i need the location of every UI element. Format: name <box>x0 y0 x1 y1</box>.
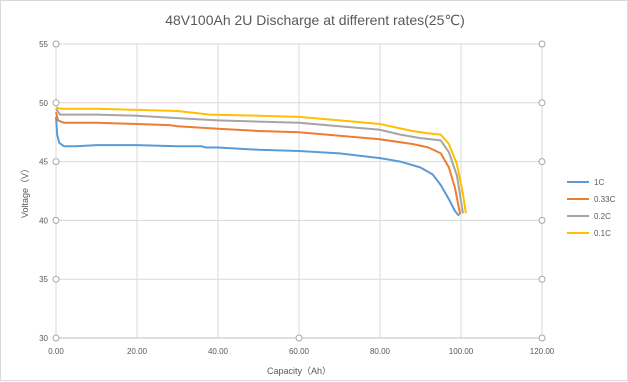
resize-handle <box>52 334 60 342</box>
chart-title: 48V100Ah 2U Discharge at different rates… <box>165 12 465 28</box>
y-tick-label: 35 <box>39 275 48 284</box>
y-tick-label: 45 <box>39 158 48 167</box>
x-tick-label: 120.00 <box>530 347 555 356</box>
resize-handle <box>52 275 60 283</box>
x-axis-label: Capacity（Ah） <box>267 366 331 376</box>
resize-handle <box>538 99 546 107</box>
resize-handle <box>295 334 303 342</box>
series-lines <box>55 106 467 217</box>
tick-labels: 30 35 40 45 50 55 0.00 20.00 40.00 60.00 80.00 100.… <box>39 40 555 356</box>
x-tick-label: 40.00 <box>208 347 229 356</box>
series-line-1C <box>55 116 460 217</box>
y-axis-label: Voltage（V） <box>20 164 30 218</box>
resize-handle <box>538 275 546 283</box>
series-line-0_2C <box>55 108 464 214</box>
x-tick-label: 60.00 <box>289 347 310 356</box>
resize-handle <box>538 334 546 342</box>
resize-handle <box>52 40 60 48</box>
selection-handles <box>52 40 546 342</box>
legend-label: 0.2C <box>594 212 611 221</box>
x-tick-label: 100.00 <box>449 347 474 356</box>
resize-handle <box>52 158 60 166</box>
x-tick-label: 80.00 <box>370 347 391 356</box>
series-line-0_1C <box>55 106 467 214</box>
legend: 1C 0.33C 0.2C 0.1C <box>567 178 616 238</box>
legend-label: 0.33C <box>594 195 616 204</box>
y-tick-label: 55 <box>39 40 48 49</box>
resize-handle <box>538 158 546 166</box>
gridlines <box>55 43 543 339</box>
series-line-0_33C <box>55 111 462 215</box>
resize-handle <box>52 216 60 224</box>
legend-label: 0.1C <box>594 229 611 238</box>
x-tick-label: 0.00 <box>48 347 64 356</box>
y-tick-label: 40 <box>39 216 48 225</box>
y-tick-label: 30 <box>39 334 48 343</box>
resize-handle <box>52 99 60 107</box>
resize-handle <box>538 40 546 48</box>
x-tick-label: 20.00 <box>127 347 148 356</box>
legend-label: 1C <box>594 178 604 187</box>
y-tick-label: 50 <box>39 99 48 108</box>
resize-handle <box>538 216 546 224</box>
